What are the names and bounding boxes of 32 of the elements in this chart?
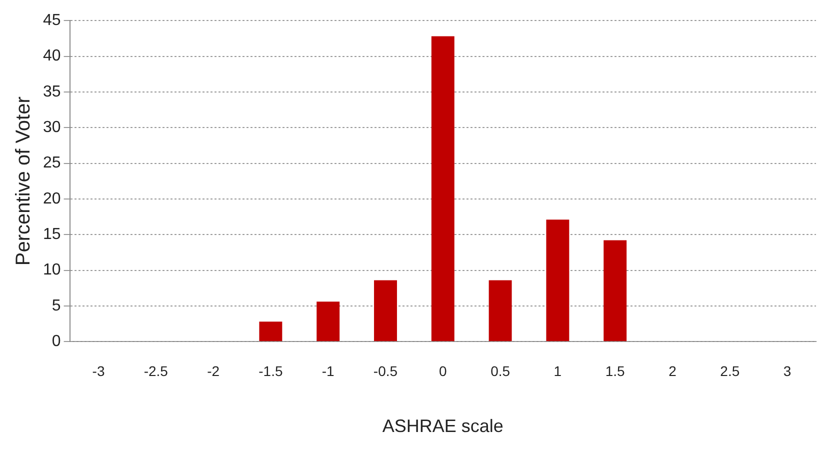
bar [546,220,570,342]
y-tick-label: 15 [43,226,61,244]
bar [374,280,397,342]
y-tick-label: 25 [43,154,61,172]
bar [316,302,340,342]
y-axis-title: Percentive of Voter [12,96,35,266]
x-tick-label: 1.5 [605,362,626,379]
y-tick-label: 35 [43,83,61,100]
x-tick-label: -2 [207,362,220,379]
x-tick-label: -1.5 [258,362,283,379]
bar [488,280,512,342]
x-tick-label: 2.5 [720,362,740,379]
y-tick-label: 30 [43,119,61,136]
y-tick-label: 45 [43,12,61,30]
y-tick-label: 0 [52,333,61,350]
x-tick-label: 2 [668,362,677,379]
x-tick-label: -2.5 [144,362,168,379]
bar [431,36,454,342]
y-tick-label: 20 [43,190,61,208]
x-tick-label: -3 [92,362,105,379]
x-tick-label: 0 [439,362,447,379]
x-axis-title: ASHRAE scale [382,416,504,436]
x-tick-label: 0.5 [490,362,510,379]
x-tick-label: 1 [554,362,562,379]
x-tick-label: -0.5 [373,362,398,379]
x-tick-label: 3 [783,362,792,379]
y-tick-label: 40 [43,48,61,65]
y-tick-label: 5 [52,297,61,314]
x-tick-label: -1 [322,362,335,379]
y-tick-label: 10 [43,262,61,279]
bar [604,240,627,342]
bar [259,322,282,342]
